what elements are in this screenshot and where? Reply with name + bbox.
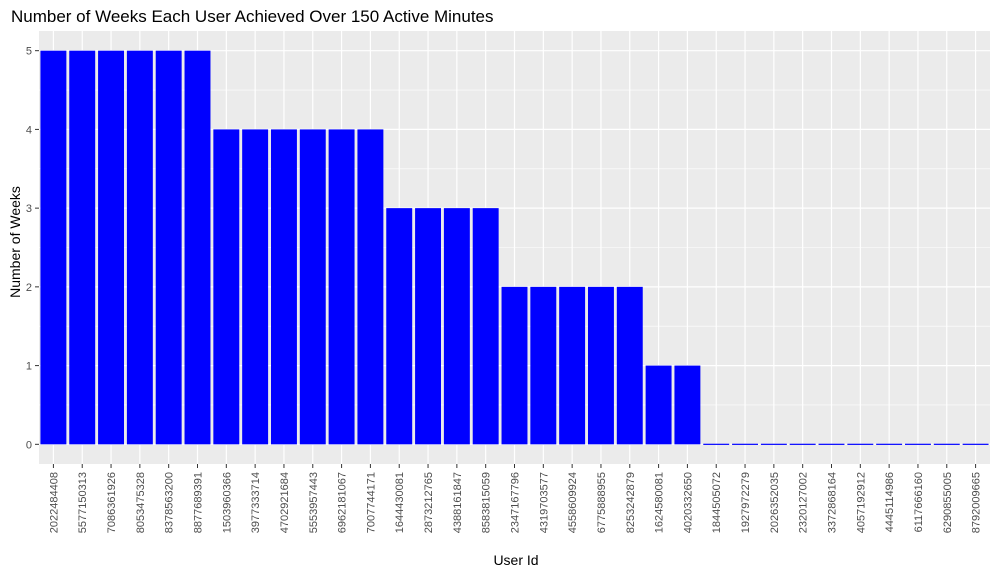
bar (818, 443, 845, 445)
y-tick-label: 4 (26, 124, 32, 136)
x-tick-label: 1844505072 (711, 472, 723, 533)
x-tick-label: 7086361926 (106, 472, 118, 533)
x-tick-label: 2873212765 (423, 472, 435, 533)
x-tick-label: 8378563200 (164, 472, 176, 533)
x-tick-label: 4702921684 (279, 472, 291, 533)
x-tick-label: 4319703577 (538, 472, 550, 533)
x-tick-label: 4445114986 (884, 472, 896, 532)
bar (501, 286, 528, 445)
x-tick-label: 1927972279 (740, 472, 752, 533)
x-tick-label: 7007744171 (365, 472, 377, 533)
x-tick-label: 8583815059 (481, 472, 493, 533)
bar (904, 443, 931, 445)
bar (674, 365, 701, 445)
x-tick-label: 8253242879 (625, 472, 637, 533)
y-tick-label: 1 (26, 361, 32, 373)
bar (587, 286, 614, 445)
x-tick-label: 2026352035 (769, 472, 781, 533)
x-tick-label: 5553957443 (308, 472, 320, 533)
bar (40, 50, 67, 445)
bar (789, 443, 816, 445)
x-tick-label: 2347167796 (510, 472, 522, 533)
bar (847, 443, 874, 445)
bar (933, 443, 960, 445)
bar (559, 286, 586, 445)
x-tick-label: 1624580081 (654, 472, 666, 533)
bar (357, 129, 384, 445)
bar (472, 208, 499, 445)
bar (386, 208, 413, 445)
x-tick-label: 3372868164 (827, 472, 839, 533)
bar (184, 50, 211, 445)
x-tick-label: 2022484408 (48, 472, 60, 533)
x-tick-label: 8053475328 (135, 472, 147, 533)
x-tick-label: 6962181067 (337, 472, 349, 533)
bar (415, 208, 442, 445)
x-tick-label: 4020332650 (682, 472, 694, 533)
bar (213, 129, 240, 445)
bar (760, 443, 787, 445)
y-tick-label: 0 (26, 439, 32, 451)
bar (703, 443, 730, 445)
x-tick-label: 4558609924 (567, 472, 579, 533)
bar (443, 208, 470, 445)
x-tick-label: 4388161847 (452, 472, 464, 533)
x-tick-label: 8877689391 (193, 472, 205, 533)
bar (155, 50, 182, 445)
x-tick-label: 3977333714 (250, 472, 262, 533)
x-tick-label: 8792009665 (971, 472, 983, 533)
bar (69, 50, 96, 445)
bar (645, 365, 672, 445)
x-tick-label: 6290855005 (942, 472, 954, 533)
x-tick-label: 5577150313 (77, 472, 89, 533)
bar (126, 50, 153, 445)
x-axis-title: User Id (493, 552, 538, 568)
x-tick-label: 4057192912 (855, 472, 867, 533)
bar (962, 443, 989, 445)
bar (299, 129, 326, 445)
x-axis: 2022484408 5577150313 7086361926 8053475328… (48, 464, 983, 533)
y-tick-label: 5 (26, 46, 32, 58)
bar (270, 129, 297, 445)
bar (616, 286, 643, 445)
bar (328, 129, 355, 445)
bar (876, 443, 903, 445)
y-tick-label: 3 (26, 203, 32, 215)
x-tick-label: 1644430081 (394, 472, 406, 533)
bar (732, 443, 759, 445)
bar (98, 50, 125, 445)
y-axis: 0 1 2 3 4 5 (26, 46, 39, 451)
x-tick-label: 2320127002 (798, 472, 810, 533)
x-tick-label: 1503960366 (221, 472, 233, 533)
bar (242, 129, 269, 445)
bars (40, 50, 989, 445)
chart-title: Number of Weeks Each User Achieved Over … (11, 7, 494, 26)
y-axis-title: Number of Weeks (7, 186, 23, 298)
y-tick-label: 2 (26, 282, 32, 294)
x-tick-label: 6775888955 (596, 472, 608, 533)
x-tick-label: 6117666160 (913, 472, 925, 532)
bar (530, 286, 557, 445)
